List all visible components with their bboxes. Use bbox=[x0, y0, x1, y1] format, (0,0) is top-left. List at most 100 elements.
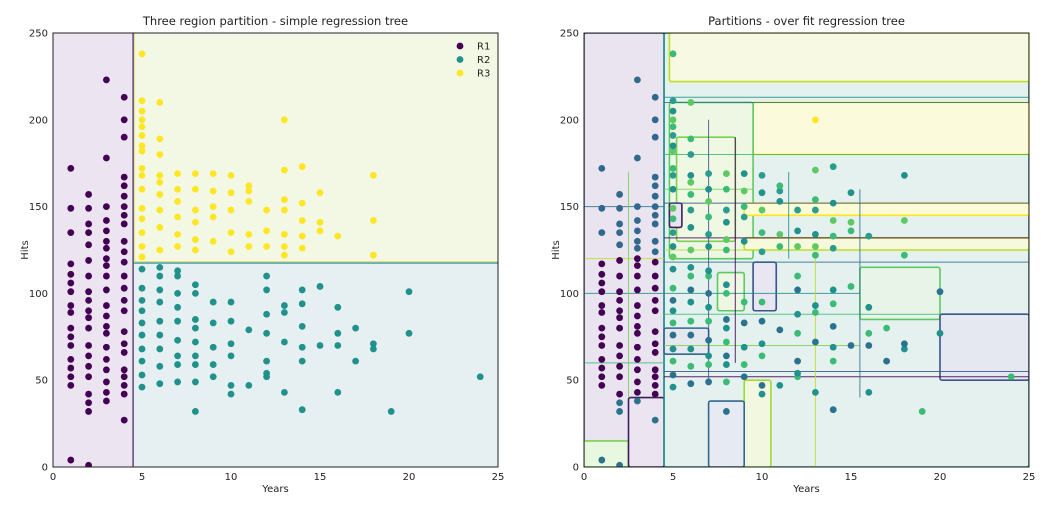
point bbox=[616, 390, 623, 398]
point-r1 bbox=[120, 272, 128, 280]
y-axis-label: Hits bbox=[551, 240, 562, 259]
point-r3 bbox=[192, 246, 199, 254]
point-r3 bbox=[263, 227, 270, 235]
point bbox=[651, 307, 659, 315]
point-r1 bbox=[103, 76, 110, 84]
point-r2 bbox=[209, 319, 217, 327]
point-r2 bbox=[227, 382, 235, 389]
point bbox=[705, 185, 712, 193]
x-tick-label: 5 bbox=[670, 472, 676, 483]
point bbox=[758, 340, 766, 348]
point bbox=[669, 296, 677, 304]
partition-region bbox=[743, 237, 1029, 251]
point bbox=[651, 366, 659, 374]
partition-region bbox=[743, 379, 772, 467]
point-r2 bbox=[192, 352, 199, 360]
partition-region bbox=[743, 202, 1029, 217]
point bbox=[829, 286, 837, 294]
point bbox=[705, 272, 712, 280]
point bbox=[598, 229, 606, 237]
point-r2 bbox=[263, 286, 270, 294]
point-r3 bbox=[263, 206, 270, 214]
point-r1 bbox=[103, 237, 110, 245]
region-r1 bbox=[53, 33, 134, 467]
x-tick-label: 20 bbox=[934, 472, 947, 483]
point bbox=[829, 300, 837, 308]
point bbox=[651, 182, 659, 190]
point bbox=[740, 361, 748, 368]
y-tick-label: 250 bbox=[29, 29, 48, 40]
point bbox=[723, 185, 730, 193]
point-r2 bbox=[174, 317, 182, 325]
point-r3 bbox=[156, 246, 164, 254]
point bbox=[669, 371, 677, 379]
y-tick-label: 50 bbox=[566, 376, 579, 387]
x-tick-label: 25 bbox=[492, 472, 505, 483]
x-tick-label: 25 bbox=[1023, 472, 1036, 483]
legend-marker bbox=[456, 69, 464, 77]
point-r1 bbox=[120, 192, 128, 200]
x-tick-labels: 0 5 10 15 20 25 bbox=[581, 472, 1036, 483]
point bbox=[847, 283, 855, 290]
y-tick-label: 100 bbox=[29, 289, 48, 300]
point bbox=[651, 296, 659, 304]
point bbox=[687, 272, 695, 280]
point-r1 bbox=[103, 244, 110, 252]
point-r2 bbox=[156, 380, 164, 388]
point-r2 bbox=[192, 316, 199, 323]
point bbox=[634, 302, 641, 309]
point-r2 bbox=[192, 408, 199, 415]
point-r3 bbox=[174, 243, 182, 250]
point bbox=[758, 229, 766, 237]
point bbox=[598, 456, 606, 464]
point bbox=[829, 406, 837, 414]
point-r1 bbox=[67, 270, 75, 278]
point-r3 bbox=[298, 244, 306, 252]
point-r2 bbox=[138, 345, 146, 353]
point bbox=[634, 366, 641, 374]
point-r3 bbox=[156, 178, 164, 186]
y-tick-labels: 0 50 100 150 200 250 bbox=[29, 29, 48, 474]
y-tick-label: 200 bbox=[560, 115, 579, 126]
point bbox=[669, 171, 677, 179]
point bbox=[651, 340, 659, 348]
point bbox=[812, 251, 819, 259]
point-r3 bbox=[138, 132, 146, 139]
x-tick-label: 15 bbox=[845, 472, 858, 483]
point bbox=[616, 314, 623, 322]
point bbox=[901, 171, 908, 179]
point bbox=[651, 284, 659, 292]
point bbox=[616, 352, 623, 360]
point-r1 bbox=[67, 355, 75, 363]
point bbox=[634, 154, 641, 162]
point bbox=[669, 229, 677, 237]
point bbox=[634, 343, 641, 351]
point-r2 bbox=[156, 362, 164, 370]
point bbox=[669, 331, 677, 339]
point-r3 bbox=[138, 204, 146, 212]
point bbox=[705, 303, 712, 311]
point bbox=[651, 328, 659, 335]
point-r3 bbox=[281, 243, 288, 250]
point-r2 bbox=[174, 267, 182, 275]
point bbox=[865, 342, 873, 349]
point bbox=[829, 322, 837, 330]
region-backgrounds bbox=[53, 33, 498, 467]
point-r2 bbox=[298, 406, 306, 414]
point bbox=[794, 329, 801, 337]
point-r1 bbox=[85, 257, 92, 264]
point-r3 bbox=[370, 171, 377, 179]
point bbox=[634, 272, 641, 280]
partition-region bbox=[859, 266, 941, 321]
point bbox=[758, 317, 766, 325]
point-r2 bbox=[192, 281, 199, 289]
point bbox=[723, 206, 730, 214]
point-r2 bbox=[227, 340, 235, 348]
point-r3 bbox=[245, 197, 253, 205]
point bbox=[705, 267, 712, 275]
point-r1 bbox=[103, 262, 110, 270]
point bbox=[651, 237, 659, 245]
point bbox=[616, 272, 623, 280]
point bbox=[776, 230, 784, 238]
point bbox=[918, 408, 926, 415]
